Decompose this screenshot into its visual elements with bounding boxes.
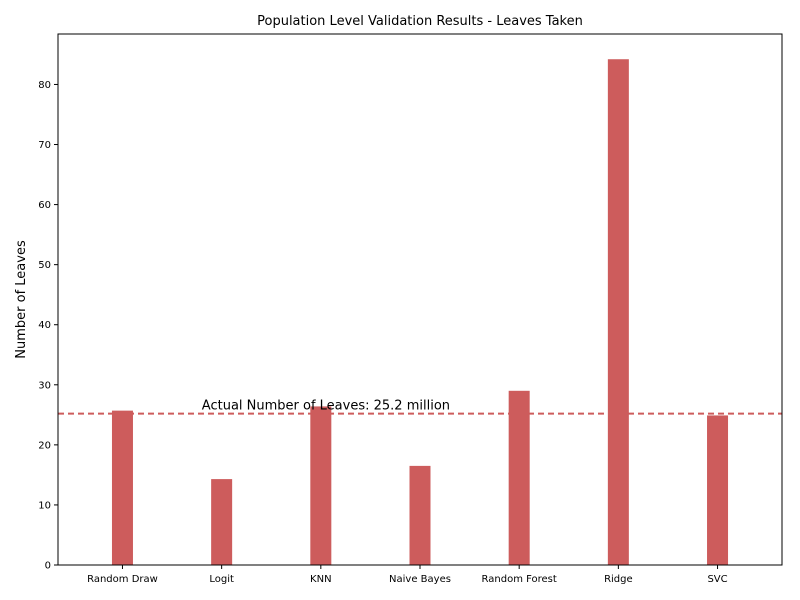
x-tick-label: Logit — [209, 574, 234, 585]
bar-random-forest — [508, 390, 530, 565]
x-tick-label: Ridge — [604, 574, 633, 585]
bar-knn — [310, 406, 332, 565]
y-tick-label: 10 — [38, 500, 51, 511]
x-tick-label: Random Draw — [87, 574, 158, 585]
x-tick-label: Naive Bayes — [389, 574, 451, 585]
x-tick-label: Random Forest — [482, 574, 557, 585]
bar-logit — [211, 479, 233, 565]
y-tick-label: 0 — [45, 561, 51, 572]
y-tick-label: 70 — [38, 140, 51, 151]
x-tick-label: SVC — [707, 574, 727, 585]
bar-naive-bayes — [409, 465, 431, 565]
y-axis-label: Number of Leaves — [14, 240, 29, 359]
y-tick-label: 60 — [38, 200, 51, 211]
y-tick-label: 20 — [38, 440, 51, 451]
y-tick-label: 40 — [38, 320, 51, 331]
chart-title: Population Level Validation Results - Le… — [257, 14, 583, 29]
y-tick-label: 80 — [38, 80, 51, 91]
reference-line-label: Actual Number of Leaves: 25.2 million — [202, 399, 450, 414]
x-tick-label: KNN — [310, 574, 332, 585]
plot-area: Actual Number of Leaves: 25.2 million 0 10… — [38, 33, 783, 585]
y-tick-label: 50 — [38, 260, 51, 271]
bar-svc — [707, 415, 729, 565]
bar-ridge — [607, 59, 629, 565]
y-tick-label: 30 — [38, 380, 51, 391]
bar-random-draw — [111, 410, 133, 565]
